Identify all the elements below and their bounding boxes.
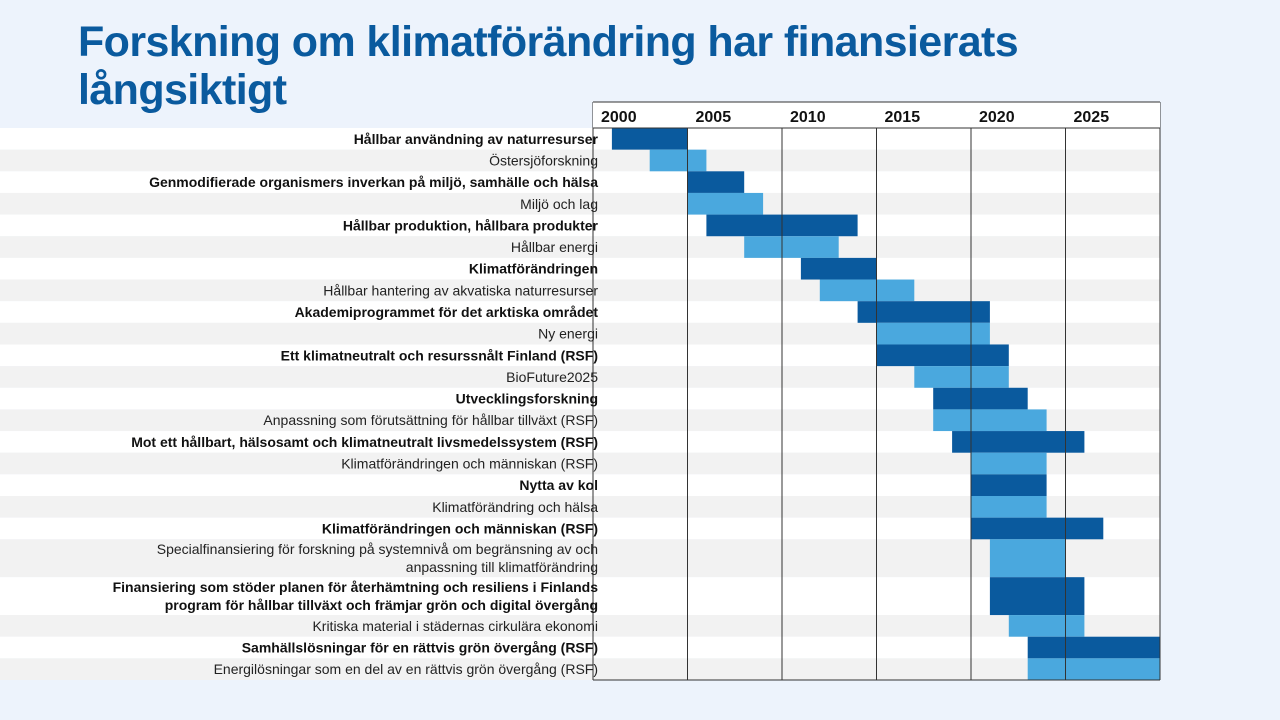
row-stripe bbox=[0, 474, 1160, 496]
row-label: Energilösningar som en del av en rättvis… bbox=[214, 661, 598, 677]
row-stripe bbox=[0, 192, 1160, 215]
gantt-bar bbox=[933, 409, 1047, 432]
gantt-bar bbox=[971, 496, 1047, 518]
row-stripe bbox=[0, 344, 1160, 367]
gantt-bar bbox=[819, 279, 915, 302]
gantt-bar bbox=[800, 257, 877, 280]
gantt-bar bbox=[971, 517, 1104, 540]
gantt-bar bbox=[1027, 636, 1160, 659]
row-stripe bbox=[0, 577, 1160, 616]
gantt-bar bbox=[989, 577, 1085, 616]
row-stripe bbox=[0, 658, 1160, 680]
row-label: Kritiska material i städernas cirkulära … bbox=[312, 618, 598, 634]
year-tick-label: 2000 bbox=[601, 109, 637, 126]
bars bbox=[611, 128, 1160, 680]
row-label: Östersjöforskning bbox=[489, 151, 598, 168]
row-stripe bbox=[0, 615, 1160, 637]
row-stripe bbox=[0, 149, 1160, 172]
row-label: Klimatförändring och hälsa bbox=[432, 499, 598, 515]
chart-title: Forskning om klimatförändring har finans… bbox=[78, 18, 1019, 114]
gantt-bar bbox=[649, 149, 707, 172]
gantt-bar bbox=[1008, 615, 1085, 637]
year-tick-label: 2020 bbox=[979, 109, 1015, 126]
row-label: Klimatförändringen bbox=[469, 261, 598, 277]
row-label: BioFuture2025 bbox=[506, 369, 598, 385]
row-label: anpassning till klimatförändring bbox=[406, 559, 598, 575]
row-stripe bbox=[0, 214, 1160, 237]
row-stripe bbox=[0, 517, 1160, 540]
gantt-bar bbox=[687, 171, 745, 193]
row-label: Mot ett hållbart, hälsosamt och klimatne… bbox=[131, 434, 598, 450]
year-tick-label: 2010 bbox=[790, 109, 826, 126]
row-label: program för hållbar tillväxt och främjar… bbox=[165, 597, 598, 613]
gantt-bar bbox=[933, 387, 1028, 410]
row-label: Miljö och lag bbox=[520, 196, 598, 212]
row-label: Hållbar användning av naturresurser bbox=[354, 131, 599, 147]
row-stripe bbox=[0, 409, 1160, 432]
row-stripe bbox=[0, 636, 1160, 659]
row-label: Klimatförändringen och människan (RSF) bbox=[322, 520, 598, 536]
gantt-bar bbox=[857, 301, 990, 323]
gantt-bar bbox=[952, 431, 1085, 453]
row-labels: Hållbar användning av naturresurser Öster… bbox=[113, 131, 599, 677]
gantt-bar bbox=[1027, 658, 1160, 680]
gantt-bar bbox=[971, 452, 1047, 475]
row-stripe bbox=[0, 431, 1160, 453]
row-stripe bbox=[0, 128, 1160, 150]
row-label: Samhällslösningar för en rättvis grön öv… bbox=[242, 640, 598, 656]
row-stripe bbox=[0, 387, 1160, 410]
gantt-bar bbox=[876, 322, 990, 345]
row-stripe bbox=[0, 496, 1160, 518]
gantt-bar bbox=[989, 539, 1066, 578]
row-label: Specialfinansiering för forskning på sys… bbox=[157, 541, 598, 557]
year-tick-label: 2025 bbox=[1074, 109, 1110, 126]
row-stripe bbox=[0, 236, 1160, 258]
row-label: Hållbar produktion, hållbara produkter bbox=[343, 217, 599, 233]
row-stripe bbox=[0, 366, 1160, 388]
axis-header-bg bbox=[593, 102, 1160, 128]
row-stripes bbox=[0, 128, 1160, 680]
gantt-bar bbox=[611, 128, 688, 150]
row-label: Nytta av kol bbox=[519, 477, 598, 493]
row-label: Klimatförändringen och människan (RSF) bbox=[341, 456, 598, 472]
row-label: Genmodifierade organismers inverkan på m… bbox=[149, 174, 598, 190]
row-stripe bbox=[0, 171, 1160, 193]
row-label: Utvecklingsforskning bbox=[456, 391, 598, 407]
gantt-bar bbox=[744, 236, 839, 258]
row-stripe bbox=[0, 322, 1160, 345]
year-tick-label: 2015 bbox=[885, 109, 921, 126]
row-label: Finansiering som stöder planen för återh… bbox=[113, 579, 599, 595]
row-label: Akademiprogrammet för det arktiska områd… bbox=[295, 304, 599, 320]
gantt-bar bbox=[687, 192, 764, 215]
gridlines bbox=[592, 102, 1161, 681]
row-label: Hållbar energi bbox=[511, 239, 598, 255]
gantt-bar bbox=[914, 366, 1009, 388]
year-tick-label: 2005 bbox=[696, 109, 732, 126]
year-axis: 2000 2005 2010 2015 2020 2025 bbox=[593, 101, 1160, 129]
row-label: Ny energi bbox=[538, 326, 598, 342]
row-stripe bbox=[0, 539, 1160, 578]
row-label: Anpassning som förutsättning för hållbar… bbox=[263, 412, 598, 428]
gantt-bar bbox=[971, 474, 1047, 496]
row-label: Ett klimatneutralt och resurssnålt Finla… bbox=[281, 347, 598, 363]
row-stripe bbox=[0, 452, 1160, 475]
row-label: Hållbar hantering av akvatiska naturresu… bbox=[323, 282, 598, 298]
gantt-bar bbox=[876, 344, 1009, 367]
